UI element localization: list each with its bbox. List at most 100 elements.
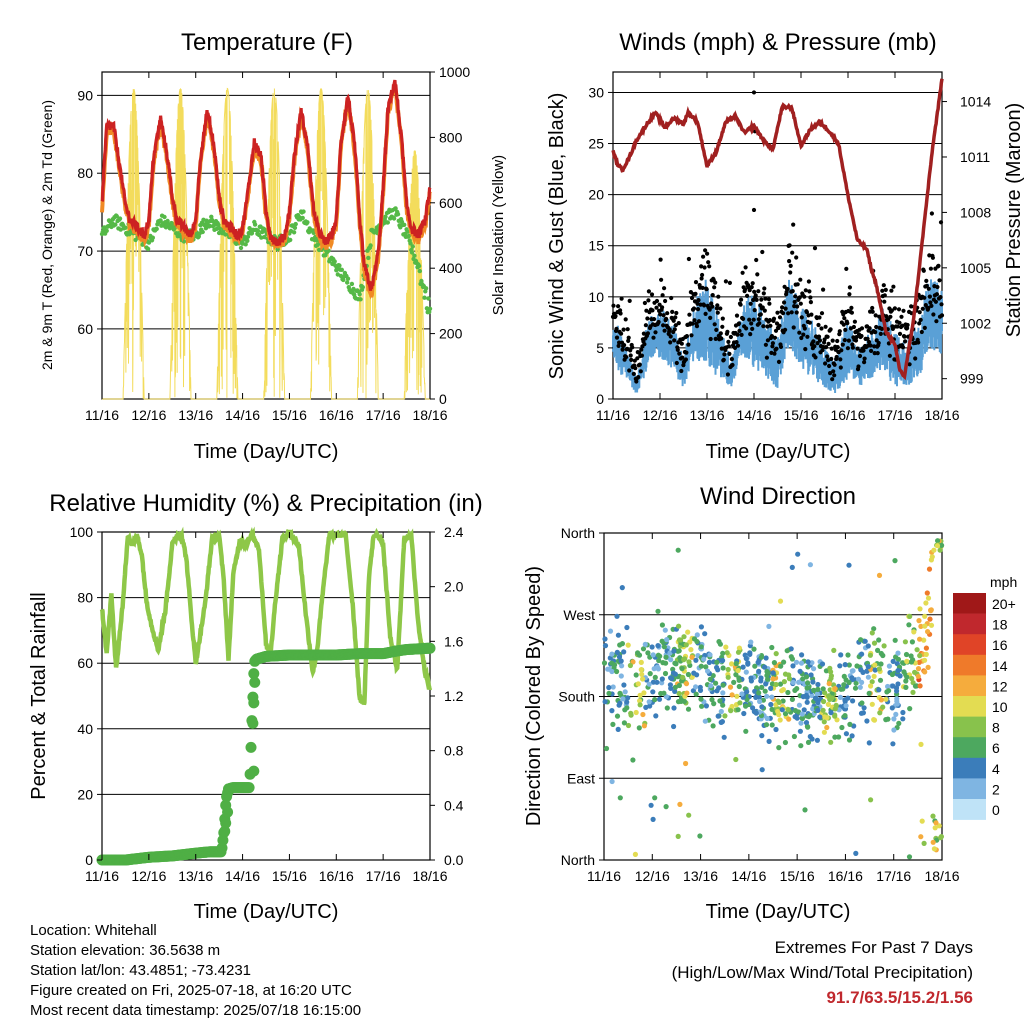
direction-point xyxy=(703,664,709,670)
gust-point xyxy=(749,285,754,290)
dewpoint-point xyxy=(409,250,415,255)
gust-point xyxy=(748,301,753,306)
gust-point xyxy=(687,312,692,317)
direction-point xyxy=(662,670,669,677)
gust-point xyxy=(835,345,840,350)
direction-point xyxy=(685,671,692,678)
direction-point xyxy=(736,677,742,683)
gust-point xyxy=(739,332,744,337)
direction-y-tick-label: South xyxy=(558,689,595,705)
direction-point xyxy=(917,606,923,612)
direction-point xyxy=(694,632,700,638)
gust-point xyxy=(799,335,804,341)
gust-point xyxy=(878,331,883,336)
gust-point xyxy=(730,362,735,368)
direction-point xyxy=(607,628,614,634)
gust-point xyxy=(838,357,843,362)
gust-point xyxy=(849,305,854,310)
gust-point xyxy=(872,344,877,349)
direction-point xyxy=(701,656,707,662)
direction-point xyxy=(743,728,749,734)
direction-point xyxy=(807,562,814,568)
direction-point xyxy=(768,685,774,692)
dewpoint-point xyxy=(245,238,250,243)
direction-point xyxy=(777,717,783,723)
gust-point xyxy=(824,345,829,350)
x-tick-label: 14/16 xyxy=(731,868,766,884)
direction-point xyxy=(771,660,778,666)
gust-point xyxy=(725,329,730,334)
direction-point xyxy=(819,661,826,667)
direction-point xyxy=(663,804,669,810)
gust-point xyxy=(804,310,810,315)
direction-point xyxy=(937,547,943,553)
gust-point xyxy=(790,289,795,294)
gust-point xyxy=(938,220,944,225)
direction-point xyxy=(909,639,916,645)
direction-point xyxy=(718,708,724,715)
gust-point xyxy=(642,342,647,347)
dewpoint-point xyxy=(216,222,221,228)
direction-point xyxy=(841,682,847,688)
direction-point xyxy=(627,662,634,669)
direction-point xyxy=(857,684,863,690)
direction-point xyxy=(647,671,653,677)
direction-point xyxy=(671,705,677,711)
gust-point xyxy=(934,319,939,324)
gust-point xyxy=(913,356,918,361)
direction-point xyxy=(793,659,800,665)
gust-point xyxy=(616,343,621,348)
gust-point xyxy=(899,314,904,319)
gust-point xyxy=(646,298,651,303)
gust-point xyxy=(929,211,935,216)
direction-point xyxy=(927,616,933,622)
station-latlon: Station lat/lon: 43.4851; -73.4231 xyxy=(30,962,252,979)
gust-point xyxy=(828,327,833,332)
direction-point xyxy=(655,652,662,658)
gust-point xyxy=(854,335,859,340)
direction-point xyxy=(654,679,660,685)
direction-point xyxy=(908,659,915,665)
direction-point xyxy=(637,692,643,698)
direction-point xyxy=(917,653,923,659)
direction-point xyxy=(621,649,627,655)
gust-point xyxy=(642,300,648,306)
direction-point xyxy=(625,642,631,648)
gust-point xyxy=(693,291,698,296)
gust-point xyxy=(841,322,846,327)
direction-point xyxy=(811,687,817,694)
gust-point xyxy=(769,334,775,339)
direction-point xyxy=(609,651,615,657)
direction-point xyxy=(655,666,662,672)
direction-point xyxy=(935,538,941,544)
direction-point xyxy=(638,667,644,673)
gust-point xyxy=(806,279,812,284)
gust-point xyxy=(917,310,922,315)
direction-point xyxy=(764,715,770,722)
direction-point xyxy=(841,673,847,680)
direction-point xyxy=(637,698,643,704)
gust-point xyxy=(628,353,633,358)
gust-point xyxy=(658,257,663,262)
gust-point xyxy=(896,307,902,312)
gust-point xyxy=(795,304,800,309)
direction-point xyxy=(824,715,830,721)
direction-point xyxy=(803,720,810,726)
direction-point xyxy=(719,719,726,725)
gust-point xyxy=(859,326,865,331)
gust-point xyxy=(718,306,723,311)
direction-point xyxy=(676,623,682,629)
direction-point xyxy=(656,657,662,664)
direction-point xyxy=(838,686,844,692)
direction-point xyxy=(710,673,716,679)
gust-point xyxy=(823,324,828,329)
x-tick-label: 14/16 xyxy=(225,407,260,423)
gust-point xyxy=(620,347,625,352)
gust-point xyxy=(674,310,679,316)
direction-point xyxy=(853,850,859,857)
dewpoint-point xyxy=(154,226,159,232)
direction-point xyxy=(633,709,639,716)
direction-point xyxy=(810,706,816,712)
winds-plot-frame xyxy=(612,71,943,400)
direction-point xyxy=(821,698,827,705)
